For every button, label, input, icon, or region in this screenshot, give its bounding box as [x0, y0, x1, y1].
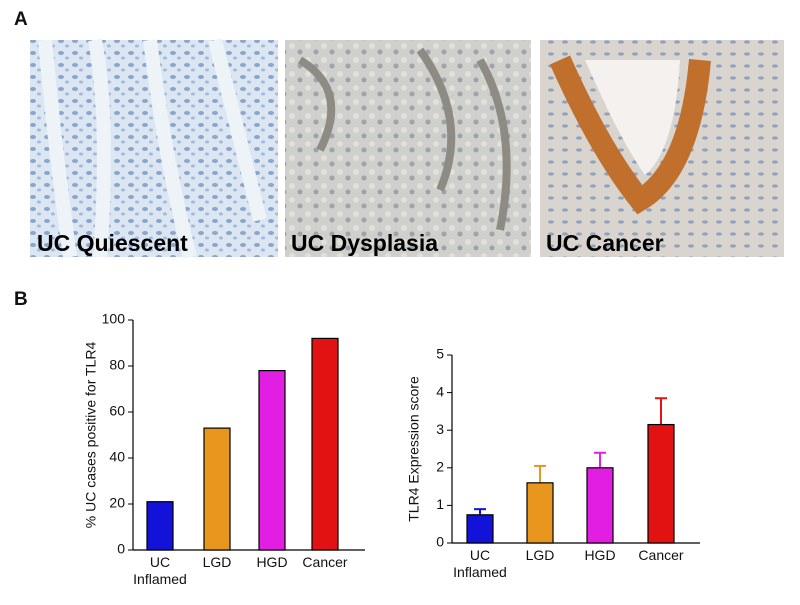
image-caption: UC Cancer: [546, 230, 664, 256]
y-tick-label: 0: [117, 541, 125, 557]
y-tick-label: 100: [102, 311, 126, 327]
y-axis-label: TLR4 Expression score: [406, 376, 422, 522]
x-tick-label: HGD: [256, 554, 288, 570]
bar: [146, 501, 174, 551]
bar: [647, 423, 675, 544]
y-tick-label: 4: [436, 383, 444, 399]
panel-label: A: [14, 9, 28, 30]
x-tick-label: LGD: [202, 554, 232, 570]
panel-label: B: [14, 289, 28, 310]
bar: [466, 514, 494, 544]
bar: [311, 337, 339, 551]
micrograph: [540, 40, 784, 257]
bar: [203, 427, 231, 551]
x-tick-label: Cancer: [638, 547, 684, 563]
y-tick-label: 2: [436, 459, 444, 475]
micrograph: [285, 40, 531, 257]
y-tick-label: 0: [436, 534, 444, 550]
x-tick-label: Cancer: [302, 554, 348, 570]
y-tick-label: 3: [436, 421, 444, 437]
y-tick-label: 60: [109, 403, 125, 419]
bar: [586, 467, 614, 544]
y-tick-label: 1: [436, 496, 444, 512]
y-axis-label: % UC cases positive for TLR4: [83, 342, 99, 529]
y-tick-label: 5: [436, 346, 444, 362]
image-caption: UC Quiescent: [37, 230, 188, 256]
x-tick-label: HGD: [584, 547, 616, 563]
bar: [526, 482, 554, 544]
image-caption: UC Dysplasia: [291, 230, 438, 256]
y-tick-label: 40: [109, 449, 125, 465]
bar: [258, 370, 286, 551]
y-tick-label: 20: [109, 495, 125, 511]
x-tick-label: LGD: [525, 547, 555, 563]
x-tick-label: UC Inflamed: [133, 554, 187, 587]
x-tick-label: UC Inflamed: [453, 547, 507, 580]
micrograph: [30, 38, 278, 259]
y-tick-label: 80: [109, 357, 125, 373]
